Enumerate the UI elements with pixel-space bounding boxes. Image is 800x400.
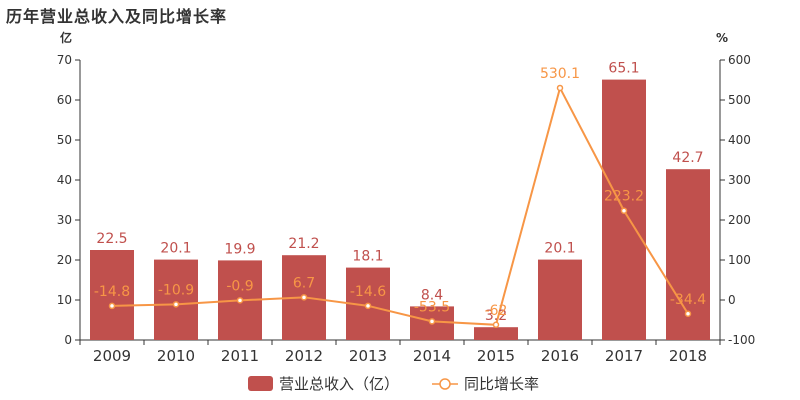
bar-value-label: 22.5 (96, 231, 127, 247)
growth-point[interactable] (492, 321, 500, 329)
bar-value-label: 21.2 (288, 236, 319, 252)
growth-point[interactable] (620, 207, 628, 214)
growth-point[interactable] (364, 302, 372, 310)
y-right-tick-label: 500 (728, 93, 751, 107)
legend-line-marker (439, 378, 451, 390)
growth-value-label: 530.1 (540, 66, 580, 82)
y-left-tick-label: 40 (57, 173, 72, 187)
growth-point[interactable] (108, 302, 116, 310)
bar-value-label: 20.1 (544, 241, 575, 257)
y-right-tick-label: 400 (728, 133, 751, 147)
growth-point[interactable] (172, 301, 180, 308)
y-right-tick-label: 300 (728, 173, 751, 187)
bar[interactable] (154, 259, 198, 340)
legend-bar-label[interactable]: 营业总收入（亿） (279, 375, 399, 393)
growth-point[interactable] (236, 297, 244, 304)
legend-bar-swatch[interactable] (248, 376, 273, 391)
y-left-tick-label: 50 (57, 133, 72, 147)
x-tick-label: 2015 (477, 347, 515, 365)
y-right-tick-label: 100 (728, 253, 751, 267)
y-left-unit: 亿 (60, 30, 72, 45)
bar[interactable] (90, 250, 134, 340)
growth-value-label: -14.8 (94, 284, 130, 300)
x-tick-label: 2010 (157, 347, 195, 365)
y-left-tick-label: 30 (57, 213, 72, 227)
growth-value-label: -53.5 (414, 299, 450, 315)
y-left-tick-label: 10 (57, 293, 72, 307)
bar[interactable] (538, 259, 582, 340)
x-tick-label: 2018 (669, 347, 707, 365)
x-tick-label: 2017 (605, 347, 643, 365)
growth-value-label: 6.7 (293, 275, 315, 291)
growth-value-label: -14.6 (350, 284, 386, 300)
growth-point[interactable] (300, 294, 308, 301)
growth-point[interactable] (428, 318, 436, 325)
growth-value-label: 223.2 (604, 189, 644, 205)
x-tick-label: 2011 (221, 347, 259, 365)
y-right-unit: % (716, 31, 728, 45)
growth-value-label: -62 (485, 303, 508, 319)
y-left-tick-label: 60 (57, 93, 72, 107)
y-left-tick-label: 70 (57, 53, 72, 67)
x-tick-label: 2016 (541, 347, 579, 365)
bar-value-label: 3.2 (485, 308, 507, 324)
growth-point[interactable] (556, 84, 564, 92)
y-right-tick-label: 600 (728, 53, 751, 67)
growth-value-label: -10.9 (158, 282, 194, 298)
growth-value-label: -34.4 (670, 292, 706, 308)
bar-value-label: 8.4 (421, 287, 443, 303)
x-tick-label: 2013 (349, 347, 387, 365)
x-tick-label: 2012 (285, 347, 323, 365)
bar-value-label: 20.1 (160, 241, 191, 257)
growth-line (111, 85, 689, 326)
legend-line-label[interactable]: 同比增长率 (464, 375, 539, 393)
y-right-tick-label: -100 (728, 333, 755, 347)
y-right-tick-label: 200 (728, 213, 751, 227)
y-right-tick-label: 0 (728, 293, 736, 307)
growth-value-label: -0.9 (226, 278, 253, 294)
y-left-tick-label: 0 (64, 333, 72, 347)
bar-value-label: 42.7 (672, 150, 703, 166)
bar-value-label: 65.1 (608, 61, 639, 77)
x-tick-label: 2009 (93, 347, 131, 365)
bar-value-label: 19.9 (224, 241, 255, 257)
bar-value-label: 18.1 (352, 249, 383, 265)
x-tick-label: 2014 (413, 347, 451, 365)
y-left-tick-label: 20 (57, 253, 72, 267)
growth-point[interactable] (684, 310, 692, 318)
chart-title: 历年营业总收入及同比增长率 (6, 7, 228, 26)
bar[interactable] (474, 327, 518, 340)
